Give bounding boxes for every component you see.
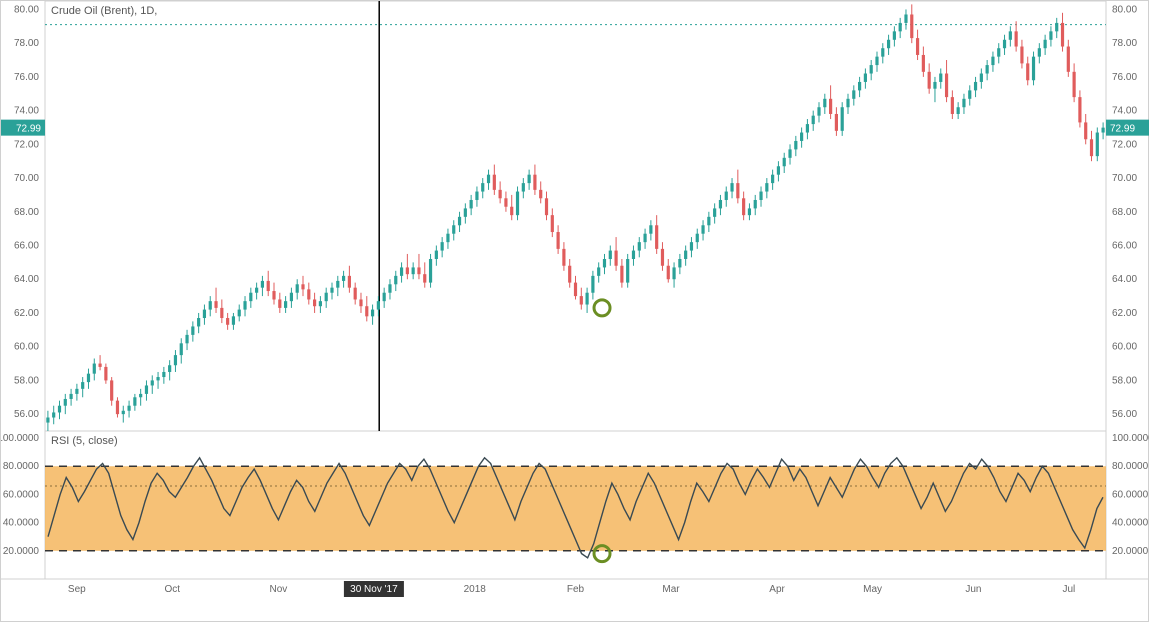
svg-text:74.00: 74.00 <box>14 106 39 117</box>
svg-text:56.00: 56.00 <box>1112 409 1137 420</box>
svg-text:Oct: Oct <box>165 584 181 595</box>
price-chart-title: Crude Oil (Brent), 1D, <box>51 5 157 17</box>
svg-text:72.99: 72.99 <box>16 124 41 135</box>
svg-text:76.00: 76.00 <box>14 72 39 83</box>
rsi-chart-title: RSI (5, close) <box>51 435 118 447</box>
svg-text:Jun: Jun <box>965 584 981 595</box>
svg-text:58.00: 58.00 <box>14 375 39 386</box>
svg-text:78.00: 78.00 <box>14 38 39 49</box>
svg-text:60.00: 60.00 <box>1112 342 1137 353</box>
svg-text:Apr: Apr <box>769 584 785 595</box>
svg-text:100.0000: 100.0000 <box>1112 433 1149 444</box>
svg-text:80.00: 80.00 <box>1112 4 1137 15</box>
chart-svg[interactable]: 56.00 56.00 58.00 58.00 60.00 60.00 62.00 62.00… <box>1 1 1149 623</box>
svg-text:May: May <box>863 584 882 595</box>
svg-text:72.00: 72.00 <box>14 139 39 150</box>
svg-text:80.00: 80.00 <box>14 4 39 15</box>
svg-text:80.0000: 80.0000 <box>3 461 40 472</box>
svg-text:56.00: 56.00 <box>14 409 39 420</box>
svg-text:Feb: Feb <box>567 584 585 595</box>
svg-text:Mar: Mar <box>662 584 680 595</box>
svg-text:76.00: 76.00 <box>1112 72 1137 83</box>
svg-text:62.00: 62.00 <box>14 308 39 319</box>
svg-text:60.00: 60.00 <box>14 342 39 353</box>
svg-text:68.00: 68.00 <box>14 207 39 218</box>
svg-text:72.99: 72.99 <box>1110 124 1135 135</box>
svg-text:70.00: 70.00 <box>14 173 39 184</box>
svg-text:74.00: 74.00 <box>1112 106 1137 117</box>
svg-text:20.0000: 20.0000 <box>3 546 40 557</box>
svg-text:66.00: 66.00 <box>14 241 39 252</box>
svg-text:Jul: Jul <box>1062 584 1075 595</box>
svg-text:64.00: 64.00 <box>14 274 39 285</box>
svg-text:40.0000: 40.0000 <box>1112 518 1149 529</box>
svg-text:Nov: Nov <box>270 584 288 595</box>
svg-text:70.00: 70.00 <box>1112 173 1137 184</box>
svg-text:62.00: 62.00 <box>1112 308 1137 319</box>
svg-text:80.0000: 80.0000 <box>1112 461 1149 472</box>
svg-text:66.00: 66.00 <box>1112 241 1137 252</box>
svg-text:20.0000: 20.0000 <box>1112 546 1149 557</box>
svg-text:78.00: 78.00 <box>1112 38 1137 49</box>
svg-text:30 Nov '17: 30 Nov '17 <box>350 584 398 595</box>
svg-text:2018: 2018 <box>464 584 487 595</box>
svg-text:Sep: Sep <box>68 584 86 595</box>
svg-text:58.00: 58.00 <box>1112 375 1137 386</box>
svg-text:72.00: 72.00 <box>1112 139 1137 150</box>
svg-text:64.00: 64.00 <box>1112 274 1137 285</box>
chart-container: 56.00 56.00 58.00 58.00 60.00 60.00 62.00 62.00… <box>0 0 1149 622</box>
svg-text:40.0000: 40.0000 <box>3 518 40 529</box>
svg-text:68.00: 68.00 <box>1112 207 1137 218</box>
svg-text:100.0000: 100.0000 <box>1 433 39 444</box>
svg-text:60.0000: 60.0000 <box>3 489 40 500</box>
svg-text:60.0000: 60.0000 <box>1112 489 1149 500</box>
